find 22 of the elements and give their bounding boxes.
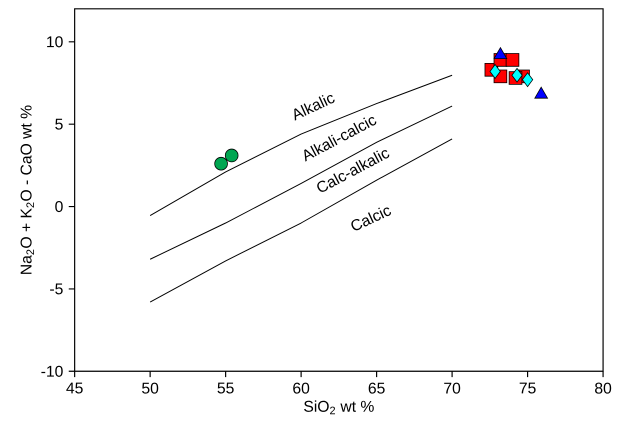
point xyxy=(490,64,501,79)
point xyxy=(511,68,523,82)
x-tick-label: 75 xyxy=(520,382,536,394)
y-tick-label: -10 xyxy=(41,366,63,377)
point xyxy=(224,148,238,162)
x-tick-label: 60 xyxy=(293,382,310,394)
y-tick-label: -5 xyxy=(50,283,63,294)
point xyxy=(214,156,228,170)
point xyxy=(506,53,520,67)
x-tick-label: 55 xyxy=(218,382,234,394)
x-tick-label: 70 xyxy=(444,382,460,394)
annotation: Calcic xyxy=(351,207,391,230)
x-tick-label: 45 xyxy=(66,382,83,394)
point xyxy=(522,72,534,87)
x-tick-label: 50 xyxy=(142,382,158,394)
x-tick-label: 80 xyxy=(595,382,612,394)
x-axis-title: SiO$_{2}$ wt % xyxy=(304,400,374,414)
y-tick-label: 0 xyxy=(55,200,63,212)
y-tick-label: 5 xyxy=(55,118,63,130)
y-axis-title: Na$_{2}$O + K$_{2}$O - CaO wt % xyxy=(20,105,34,274)
y-tick-label: 10 xyxy=(47,36,63,48)
x-tick-label: 65 xyxy=(368,382,385,394)
